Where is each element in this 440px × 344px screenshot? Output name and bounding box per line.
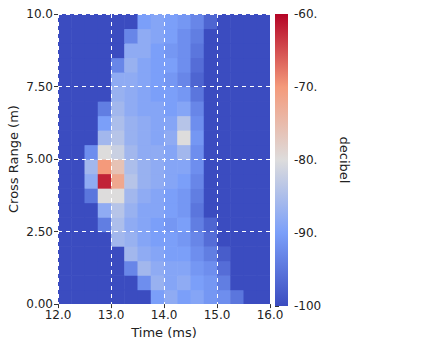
svg-text:2.50: 2.50 xyxy=(26,225,53,239)
svg-text:10.0: 10.0 xyxy=(26,7,53,21)
svg-text:0.00: 0.00 xyxy=(26,297,53,312)
svg-text:Cross Range (m): Cross Range (m) xyxy=(6,105,21,213)
svg-text:12.0: 12.0 xyxy=(45,308,72,322)
svg-text:13.0: 13.0 xyxy=(98,308,125,322)
svg-text:15.0: 15.0 xyxy=(204,308,231,322)
svg-text:-60.: -60. xyxy=(294,7,317,21)
svg-text:Time (ms): Time (ms) xyxy=(130,325,197,340)
svg-text:-70.: -70. xyxy=(294,80,317,94)
svg-text:decibel: decibel xyxy=(337,137,352,184)
svg-text:-80.: -80. xyxy=(294,153,317,167)
svg-text:-100: -100 xyxy=(294,299,321,313)
svg-text:5.00: 5.00 xyxy=(26,152,53,166)
svg-text:-90.: -90. xyxy=(294,226,317,240)
svg-text:16.0: 16.0 xyxy=(257,308,284,322)
svg-text:7.50: 7.50 xyxy=(26,80,53,94)
svg-text:14.0: 14.0 xyxy=(151,308,178,322)
